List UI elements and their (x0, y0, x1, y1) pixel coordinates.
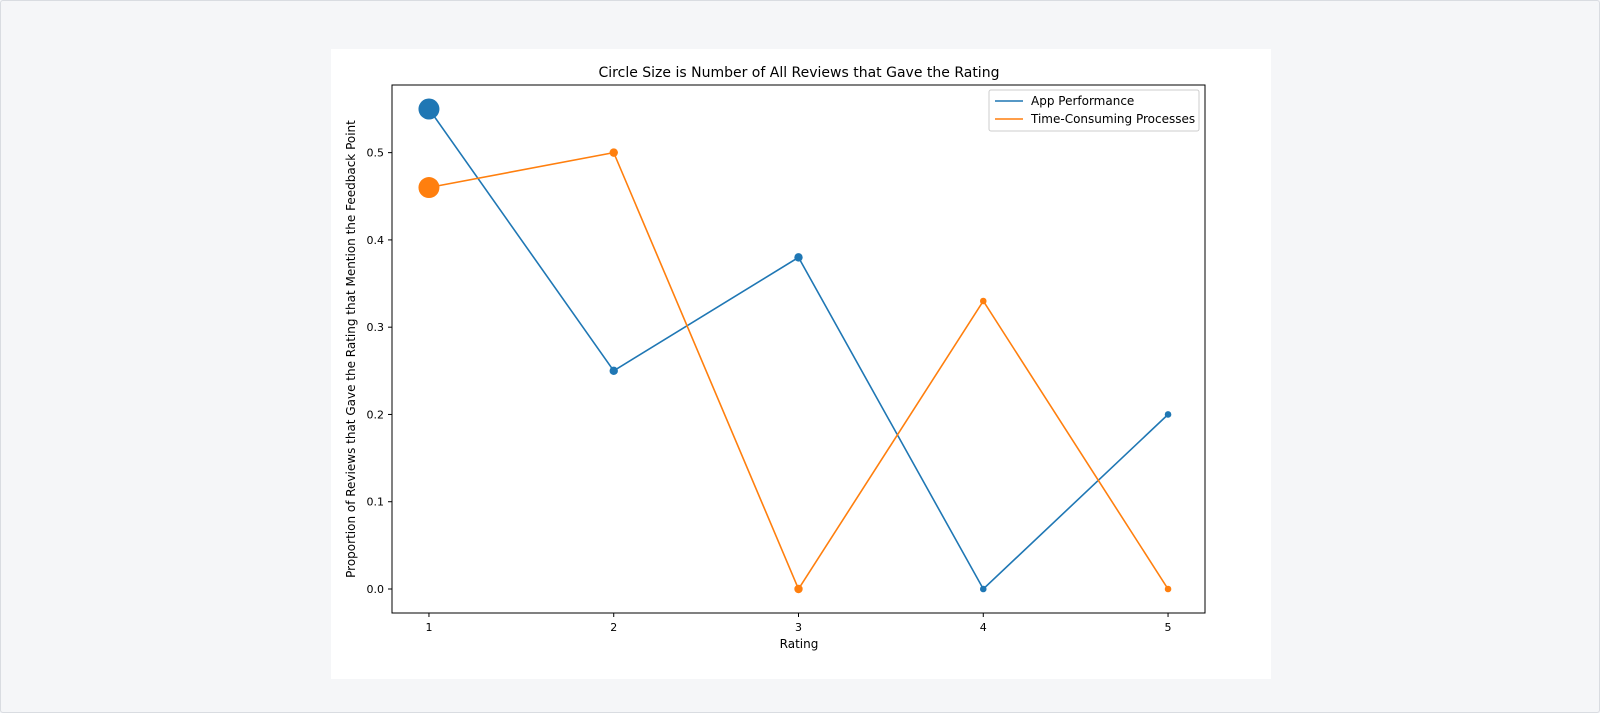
data-point-time-consuming-processes-5 (1164, 585, 1172, 593)
series-line-time-consuming-processes (428, 151, 1169, 591)
y-tick-label: 0.1 (367, 496, 385, 509)
x-tick-label: 2 (610, 621, 617, 634)
y-tick-label: 0.0 (367, 583, 385, 596)
data-point-app-performance-1 (418, 98, 440, 120)
y-tick-label: 0.5 (367, 147, 385, 160)
x-axis-label: Rating (780, 637, 819, 651)
data-point-time-consuming-processes-1 (418, 177, 440, 199)
x-tick-label: 5 (1165, 621, 1172, 634)
legend-entry-time-consuming-processes: Time-Consuming Processes (1030, 112, 1195, 126)
data-point-app-performance-3 (794, 253, 803, 262)
data-point-time-consuming-processes-4 (979, 297, 987, 305)
plot-area-frame (391, 84, 1206, 614)
y-tick-label: 0.4 (367, 234, 385, 247)
series-line-app-performance (428, 108, 1169, 591)
figure-canvas: Circle Size is Number of All Reviews tha… (331, 49, 1271, 679)
y-tick-label: 0.3 (367, 321, 385, 334)
y-tick-label: 0.2 (367, 408, 385, 421)
data-point-time-consuming-processes-3 (794, 584, 803, 594)
y-axis-ticks: 0.0 0.1 0.2 0.3 0.4 0.5 (367, 147, 392, 596)
data-point-app-performance-2 (609, 366, 618, 376)
x-axis-ticks: 1 2 3 4 5 (425, 613, 1172, 634)
x-tick-label: 4 (980, 621, 987, 634)
legend-entry-app-performance: App Performance (1031, 94, 1134, 108)
x-tick-label: 3 (795, 621, 802, 634)
y-axis-label: Proportion of Reviews that Gave the Rati… (344, 120, 358, 578)
legend-box (988, 89, 1200, 132)
data-point-app-performance-4 (979, 585, 987, 593)
data-point-time-consuming-processes-2 (609, 148, 618, 157)
data-point-app-performance-5 (1164, 411, 1172, 418)
x-tick-label: 1 (425, 621, 432, 634)
line-chart: Circle Size is Number of All Reviews tha… (344, 65, 1206, 651)
series-layer (418, 98, 1172, 594)
legend: App Performance Time-Consuming Processes (988, 89, 1200, 132)
chart-title: Circle Size is Number of All Reviews tha… (599, 65, 1000, 81)
